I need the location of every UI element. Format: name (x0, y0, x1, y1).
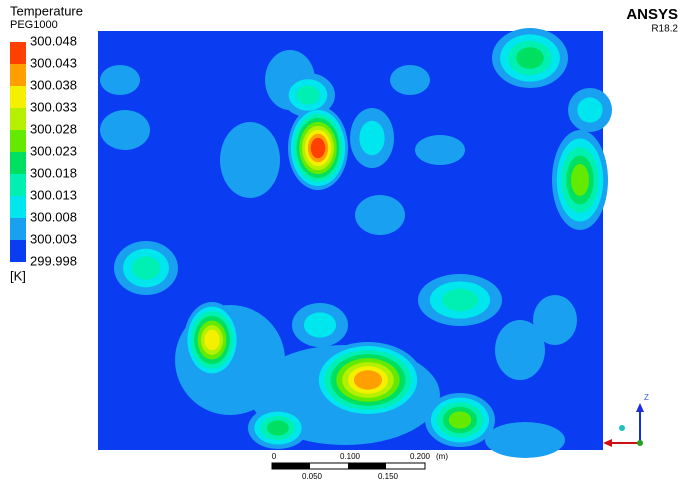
contour-band (485, 422, 565, 458)
legend-level: 300.018 (30, 165, 77, 180)
legend-level: 300.028 (30, 121, 77, 136)
scale-bar-segment (272, 463, 310, 469)
triad-arrow (636, 403, 644, 412)
contour-band (390, 65, 430, 95)
legend-unit: [K] (10, 268, 26, 283)
contour-band (303, 312, 337, 338)
legend-swatch (10, 240, 26, 262)
contour-band (220, 122, 280, 198)
legend-swatch (10, 174, 26, 196)
contour-band (571, 164, 589, 196)
contour-band (448, 411, 472, 429)
scale-label: 0.100 (340, 452, 361, 461)
contour-band (355, 195, 405, 235)
contour-band (516, 47, 544, 69)
scale-label: 0.200 (410, 452, 431, 461)
triad (603, 403, 644, 447)
contour-band (495, 320, 545, 380)
legend-swatch (10, 64, 26, 86)
triad-sphere (619, 425, 625, 431)
legend-level: 300.043 (30, 55, 77, 70)
legend-level: 300.008 (30, 209, 77, 224)
contour-band (533, 295, 577, 345)
contour-band (100, 110, 150, 150)
contour-band (204, 329, 220, 351)
scale-bar-segment (348, 463, 386, 469)
contour-band (441, 288, 479, 312)
legend-swatch (10, 130, 26, 152)
logo: ANSYS (626, 6, 678, 23)
scale-label: 0.050 (302, 472, 323, 481)
legend-swatch (10, 218, 26, 240)
legend-level: 300.048 (30, 33, 77, 48)
contour-band (267, 420, 289, 436)
contour-band (359, 120, 385, 156)
legend-variable: PEG1000 (10, 19, 58, 31)
legend-level: 300.023 (30, 143, 77, 158)
contour-band (296, 85, 320, 105)
scale-label: 0.150 (378, 472, 399, 481)
contour-band (310, 137, 326, 159)
legend-level: 299.998 (30, 253, 77, 268)
legend-title: Temperature (10, 3, 83, 18)
legend-level: 300.033 (30, 99, 77, 114)
legend-swatch (10, 42, 26, 64)
contour-field (100, 28, 612, 458)
contour-band (577, 97, 603, 123)
triad-label: Z (644, 393, 649, 402)
legend-swatch (10, 196, 26, 218)
triad-origin (637, 440, 643, 446)
contour-band (415, 135, 465, 165)
scale-label: 0 (272, 452, 277, 461)
version: R18.2 (651, 24, 678, 35)
triad-arrow (603, 439, 612, 447)
contour-band (100, 65, 140, 95)
contour-band (132, 256, 160, 280)
legend-swatch (10, 108, 26, 130)
contour-band (353, 370, 383, 390)
legend-swatch (10, 152, 26, 174)
legend: 300.048 300.043 300.038 300.033 300.028 300.0… (10, 33, 77, 268)
legend-level: 300.003 (30, 231, 77, 246)
legend-level: 300.013 (30, 187, 77, 202)
scale-bar (271, 462, 426, 470)
legend-swatch (10, 86, 26, 108)
scale-unit: (m) (436, 452, 448, 461)
legend-level: 300.038 (30, 77, 77, 92)
